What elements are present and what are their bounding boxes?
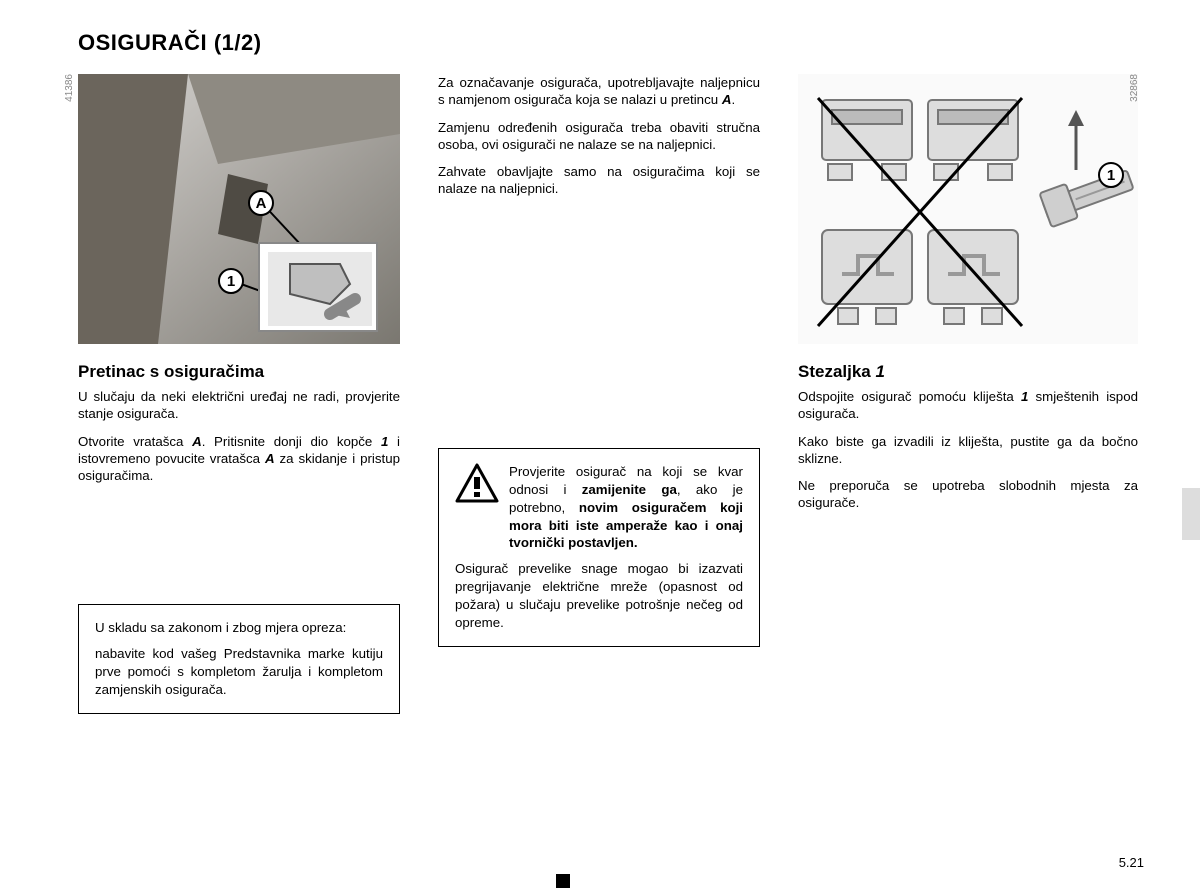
page-number: 5.21 bbox=[1119, 855, 1144, 870]
page-title: OSIGURAČI (1/2) bbox=[78, 30, 1150, 56]
info-box-legal: U skladu sa zakonom i zbog mjera opreza:… bbox=[78, 604, 400, 714]
paragraph: Odspojite osigurač pomoću kliješta 1 smj… bbox=[798, 388, 1138, 423]
warning-top: Provjerite osigurač na koji se kvar odno… bbox=[455, 463, 743, 553]
side-tab bbox=[1182, 488, 1200, 540]
callout-A: A bbox=[248, 190, 274, 216]
box-text: nabavite kod vašeg Predstavnika marke ku… bbox=[95, 645, 383, 699]
paragraph: Otvorite vratašca A. Pritisnite donji di… bbox=[78, 433, 400, 485]
box-text: U skladu sa zakonom i zbog mjera opreza: bbox=[95, 619, 383, 637]
callout-1: 1 bbox=[1098, 162, 1124, 188]
image-code: 41386 bbox=[64, 74, 75, 102]
column-2: Za označavanje osigurača, upotrebljavajt… bbox=[438, 74, 760, 714]
columns: 41386 A 1 bbox=[78, 74, 1150, 714]
warning-box: Provjerite osigurač na koji se kvar odno… bbox=[438, 448, 760, 647]
title-sub: (1/2) bbox=[214, 30, 262, 55]
paragraph: Zahvate obavljajte samo na osiguračima k… bbox=[438, 163, 760, 198]
column-3: 32868 bbox=[798, 74, 1138, 714]
paragraph: U slučaju da neki električni uređaj ne r… bbox=[78, 388, 400, 423]
callout-1: 1 bbox=[218, 268, 244, 294]
warning-triangle-icon bbox=[455, 463, 499, 503]
manual-page: OSIGURAČI (1/2) 41386 A 1 bbox=[0, 0, 1200, 734]
paragraph: Zamjenu određenih osigurača treba obavit… bbox=[438, 119, 760, 154]
inset-clip-detail bbox=[258, 242, 378, 332]
paragraph: Ne preporuča se upotreba slobodnih mjest… bbox=[798, 477, 1138, 512]
section-heading: Pretinac s osiguračima bbox=[78, 362, 400, 382]
paragraph: Kako biste ga izvadili iz kliješta, pust… bbox=[798, 433, 1138, 468]
figure-fuse-clamp: 32868 bbox=[798, 74, 1138, 344]
image-code: 32868 bbox=[1129, 74, 1140, 102]
warning-text: Provjerite osigurač na koji se kvar odno… bbox=[509, 463, 743, 553]
paragraph: Za označavanje osigurača, upotrebljavajt… bbox=[438, 74, 760, 109]
warning-text: Osigurač prevelike snage mogao bi izazva… bbox=[455, 560, 743, 632]
fuse-diagram bbox=[798, 74, 1138, 344]
figure-fusebox-location: 41386 A 1 bbox=[78, 74, 400, 344]
column-1: 41386 A 1 bbox=[78, 74, 400, 714]
title-main: OSIGURAČI bbox=[78, 30, 207, 55]
bottom-marker bbox=[556, 874, 570, 888]
section-heading: Stezaljka 1 bbox=[798, 362, 1138, 382]
